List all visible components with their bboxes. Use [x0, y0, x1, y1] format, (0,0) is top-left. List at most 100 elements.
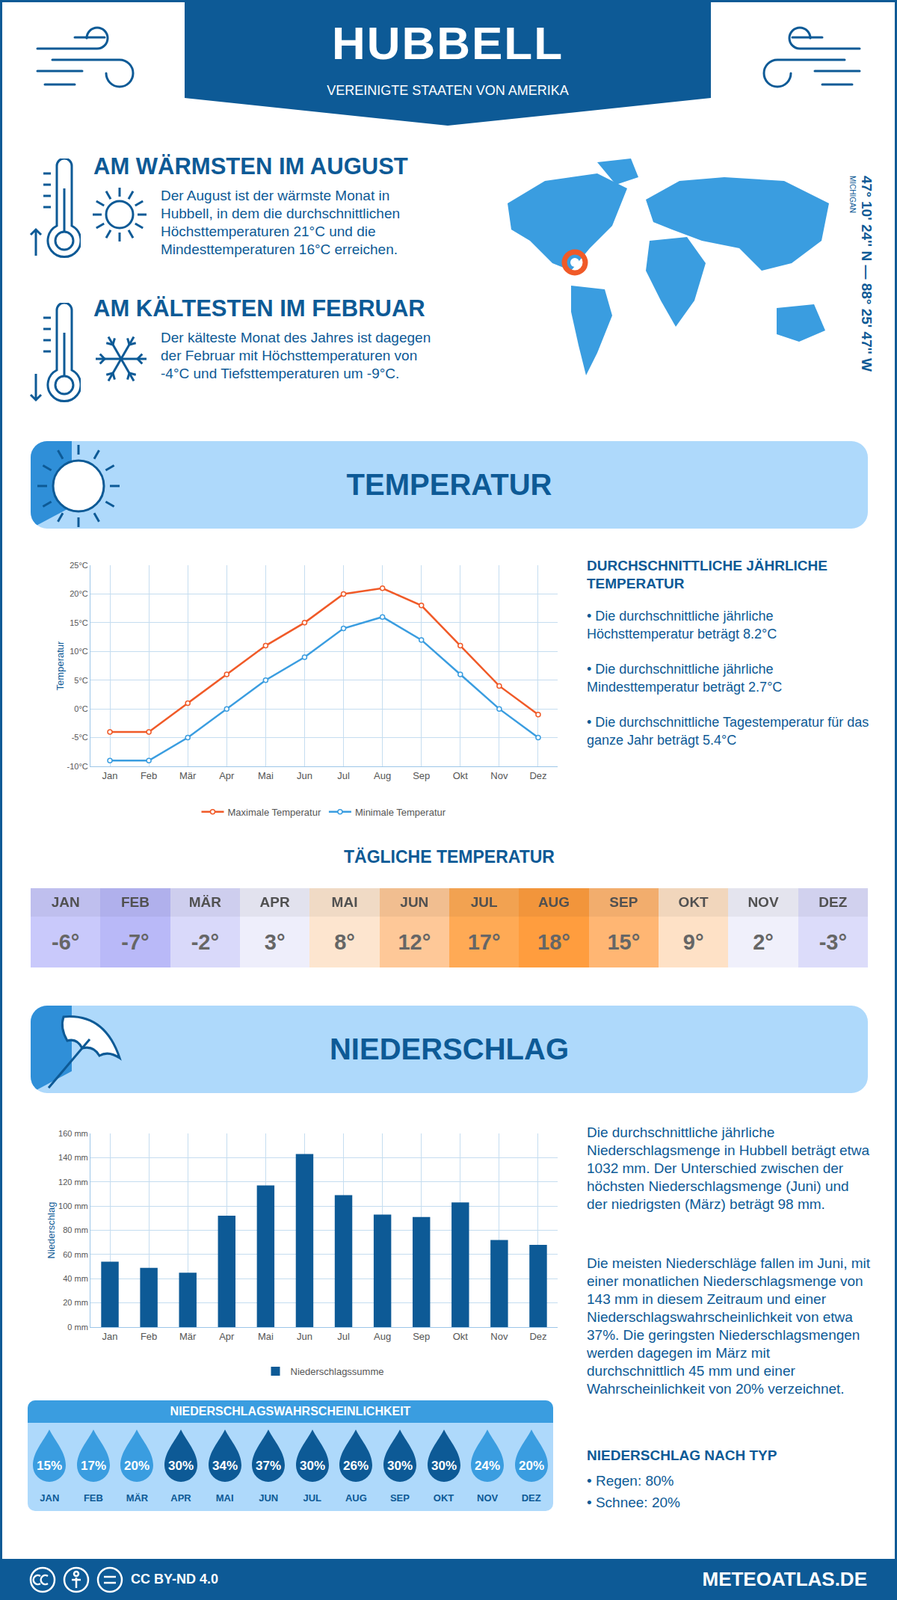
html-text:DEZ: DEZ — [818, 894, 848, 910]
svg-text:20%: 20% — [518, 1458, 545, 1473]
svg-text:140 mm: 140 mm — [58, 1152, 89, 1162]
html-text:TEMPERATUR: TEMPERATUR — [346, 467, 552, 501]
svg-text:24%: 24% — [474, 1458, 501, 1473]
html-text:Der August ist der wärmste Mon: Der August ist der wärmste Monat in Hubb… — [160, 187, 400, 258]
html-text:NOV: NOV — [747, 894, 779, 910]
html-text:-2°: -2° — [191, 929, 220, 954]
svg-text:37%: 37% — [255, 1458, 282, 1473]
html-text:Die durchschnittliche jährlich: Die durchschnittliche jährliche Niedersc… — [586, 1124, 870, 1212]
svg-text:40 mm: 40 mm — [62, 1273, 89, 1283]
html-text:Die meisten Niederschläge fall: Die meisten Niederschläge fallen im Juni… — [586, 1255, 871, 1397]
svg-text:Maximale Temperatur: Maximale Temperatur — [227, 806, 322, 818]
html-text:9°: 9° — [683, 929, 704, 954]
html-text:TÄGLICHE TEMPERATUR: TÄGLICHE TEMPERATUR — [343, 846, 555, 867]
svg-text:Niederschlagssumme: Niederschlagssumme — [290, 1365, 385, 1377]
svg-text:Aug: Aug — [373, 769, 391, 782]
html-text:METEOATLAS.DE: METEOATLAS.DE — [702, 1567, 868, 1590]
svg-text:34%: 34% — [212, 1458, 238, 1473]
svg-text:Apr: Apr — [219, 769, 235, 782]
svg-text:30%: 30% — [431, 1458, 457, 1473]
svg-text:20°C: 20°C — [69, 589, 89, 598]
svg-text:Minimale Temperatur: Minimale Temperatur — [355, 806, 447, 818]
svg-text:100 mm: 100 mm — [58, 1201, 89, 1211]
html-text:OKT: OKT — [678, 894, 709, 910]
svg-text:Mär: Mär — [179, 769, 197, 782]
svg-text:Dez: Dez — [529, 769, 547, 782]
svg-text:30%: 30% — [299, 1458, 326, 1473]
svg-text:30%: 30% — [387, 1458, 413, 1473]
html-text:VEREINIGTE STAATEN VON AMERIKA: VEREINIGTE STAATEN VON AMERIKA — [326, 82, 569, 98]
svg-text:Feb: Feb — [140, 1330, 157, 1342]
html-text:DURCHSCHNITTLICHE JÄHRLICHE TE: DURCHSCHNITTLICHE JÄHRLICHE TEMPERATUR — [586, 557, 828, 592]
svg-text:-10°C: -10°C — [67, 761, 89, 771]
html-text:SEP: SEP — [609, 894, 638, 910]
html-text:JAN: JAN — [51, 894, 80, 910]
html-text:MAI: MAI — [331, 894, 358, 910]
svg-text:Jun: Jun — [296, 1330, 313, 1342]
svg-text:Nov: Nov — [490, 769, 509, 782]
svg-text:30%: 30% — [168, 1458, 194, 1473]
svg-text:20%: 20% — [124, 1458, 150, 1473]
svg-text:Jan: Jan — [102, 1330, 119, 1342]
svg-text:-5°C: -5°C — [71, 732, 89, 742]
svg-text:25°C: 25°C — [69, 560, 89, 570]
html-text:AM WÄRMSTEN IM AUGUST: AM WÄRMSTEN IM AUGUST — [93, 153, 408, 180]
svg-text:160 mm: 160 mm — [58, 1128, 89, 1138]
svg-text:Mai: Mai — [257, 1330, 274, 1342]
html-text:-3°: -3° — [818, 929, 847, 954]
html-text:JUN: JUN — [400, 894, 429, 910]
svg-text:Temperatur: Temperatur — [54, 640, 66, 690]
html-text:15°: 15° — [607, 929, 641, 954]
html-text:17°: 17° — [467, 929, 501, 954]
html-text:• Regen: 80%: • Regen: 80% — [586, 1472, 674, 1489]
svg-text:Okt: Okt — [452, 769, 469, 782]
svg-text:Jan: Jan — [102, 769, 119, 782]
svg-text:Jul: Jul — [337, 1330, 350, 1342]
svg-text:120 mm: 120 mm — [58, 1177, 89, 1187]
svg-text:Apr: Apr — [219, 1330, 235, 1342]
svg-text:Sep: Sep — [412, 1330, 430, 1342]
html-text:• Die durchschnittliche Tagest: • Die durchschnittliche Tagestemperatur … — [586, 714, 869, 748]
html-text:2°: 2° — [752, 929, 774, 954]
svg-text:15°C: 15°C — [69, 618, 89, 628]
html-text:3°: 3° — [264, 929, 286, 954]
svg-text:20 mm: 20 mm — [62, 1297, 89, 1307]
svg-text:10°C: 10°C — [69, 646, 89, 656]
html-text:APR: APR — [259, 894, 290, 910]
html-text:AM KÄLTESTEN IM FEBRUAR: AM KÄLTESTEN IM FEBRUAR — [93, 295, 426, 322]
html-text:• Die durchschnittliche jährli: • Die durchschnittliche jährliche Mindes… — [586, 661, 783, 695]
svg-text:Aug: Aug — [373, 1330, 391, 1342]
svg-text:Mai: Mai — [257, 769, 274, 782]
html-text:12°: 12° — [397, 929, 431, 954]
svg-text:15%: 15% — [36, 1458, 63, 1473]
html-text:• Die durchschnittliche jährli: • Die durchschnittliche jährliche Höchst… — [586, 608, 777, 642]
svg-text:Jun: Jun — [296, 769, 313, 782]
html-text:NIEDERSCHLAG: NIEDERSCHLAG — [329, 1032, 569, 1066]
svg-text:Nov: Nov — [490, 1330, 509, 1342]
svg-text:Mär: Mär — [179, 1330, 197, 1342]
svg-text:0°C: 0°C — [74, 704, 89, 714]
svg-text:Okt: Okt — [452, 1330, 469, 1342]
svg-text:0 mm: 0 mm — [67, 1322, 89, 1332]
html-text:47° 10' 24'' N — 88° 25' 47'': 47° 10' 24'' N — 88° 25' 47'' W — [858, 175, 875, 372]
html-text:18°: 18° — [537, 929, 571, 954]
svg-text:5°C: 5°C — [74, 675, 89, 685]
html-text:FEB: FEB — [121, 894, 150, 910]
html-text:MÄR: MÄR — [188, 894, 222, 910]
svg-text:Feb: Feb — [140, 769, 157, 782]
html-text:-6°: -6° — [51, 929, 80, 954]
svg-text:80 mm: 80 mm — [62, 1225, 89, 1235]
svg-text:Jul: Jul — [337, 769, 350, 782]
html-text:HUBBELL: HUBBELL — [331, 17, 564, 69]
html-text:AUG: AUG — [538, 894, 570, 910]
svg-text:17%: 17% — [80, 1458, 107, 1473]
html-text:Der kälteste Monat des Jahres: Der kälteste Monat des Jahres ist dagege… — [160, 329, 431, 382]
html-text:-7°: -7° — [121, 929, 150, 954]
html-text:JUL: JUL — [470, 894, 498, 910]
html-text:8°: 8° — [334, 929, 355, 954]
svg-text:60 mm: 60 mm — [62, 1249, 89, 1259]
svg-text:Niederschlag: Niederschlag — [45, 1201, 57, 1259]
svg-text:Dez: Dez — [529, 1330, 547, 1342]
svg-text:Sep: Sep — [412, 769, 430, 782]
svg-text:26%: 26% — [343, 1458, 369, 1473]
